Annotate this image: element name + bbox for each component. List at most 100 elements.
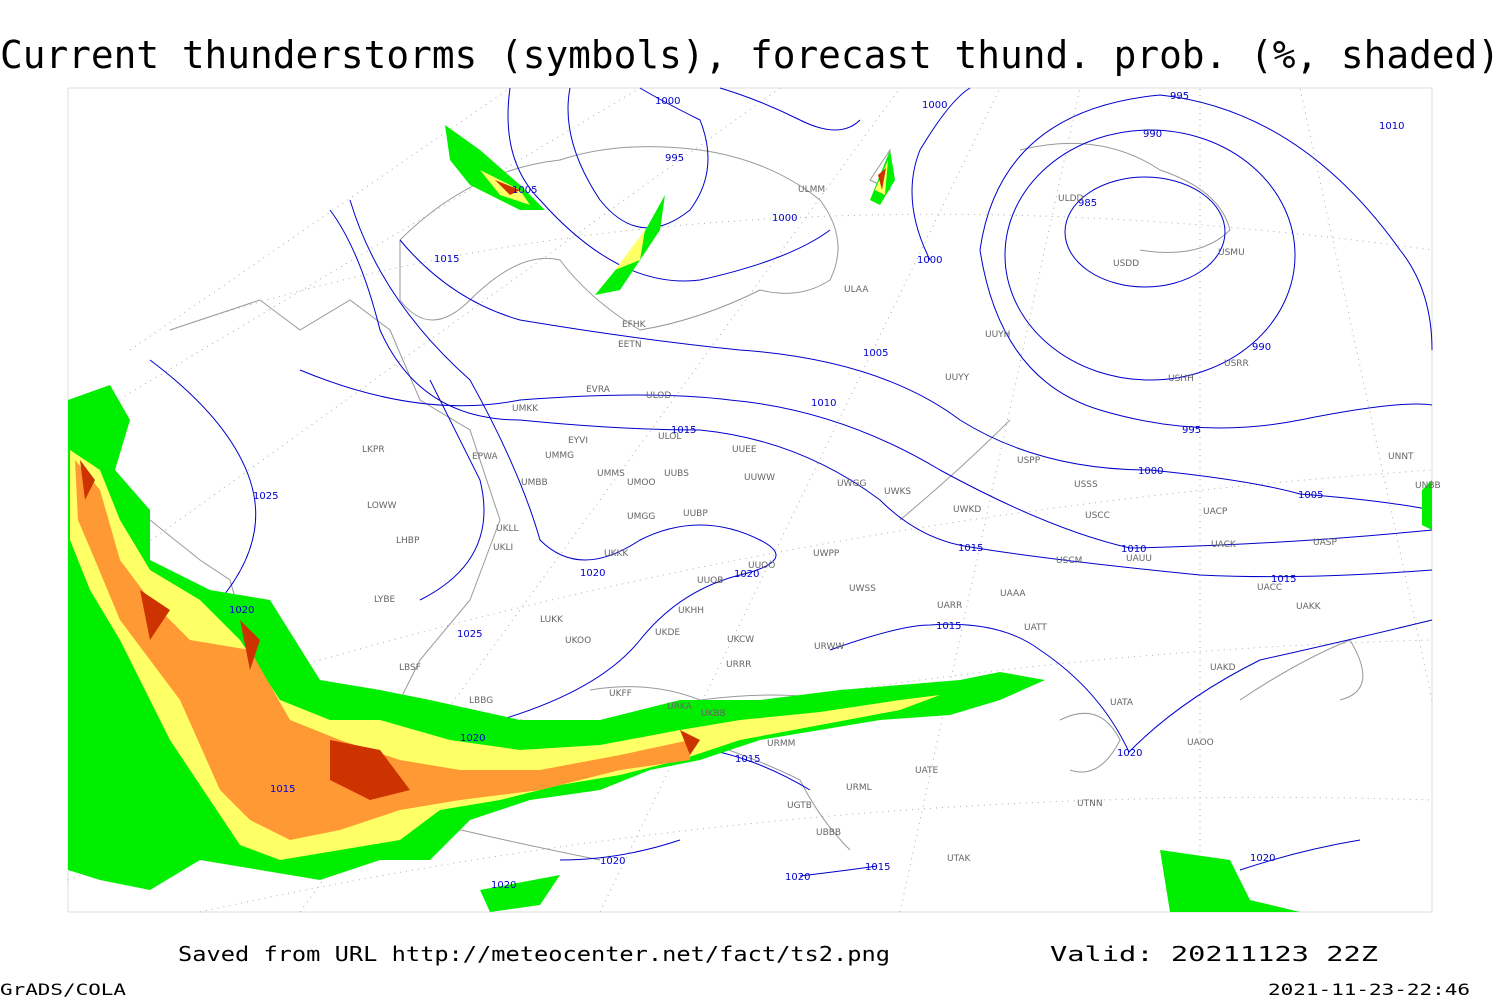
station-label: UACC [1257, 583, 1282, 593]
station-label: UKDE [655, 628, 680, 638]
isobar-label: 1005 [1298, 490, 1323, 501]
station-label: UAKK [1296, 602, 1322, 612]
station-label: UTNN [1077, 799, 1103, 809]
thunderstorm-probability [68, 125, 1432, 912]
station-label: UUYH [985, 330, 1010, 340]
station-label: UUBP [683, 509, 708, 519]
station-label: ULOL [658, 432, 681, 442]
isobar-label: 1020 [229, 605, 254, 616]
station-label: USRR [1224, 359, 1249, 369]
valid-time: Valid: 20211123 22Z [1050, 942, 1378, 966]
station-label: UKLL [496, 524, 519, 534]
isobar-label: 1025 [457, 629, 482, 640]
station-label: URRR [726, 660, 751, 670]
isobar-label: 1010 [811, 398, 836, 409]
station-label: USCC [1085, 511, 1110, 521]
station-label: UUYY [945, 373, 970, 383]
station-label: USMU [1218, 248, 1245, 258]
isobars [149, 87, 1433, 877]
station-label: UWPP [813, 549, 840, 559]
station-label: UKKK [604, 549, 629, 559]
isobar-label: 1005 [512, 185, 537, 196]
station-label: UACK [1211, 540, 1237, 550]
station-label: UKCW [727, 635, 754, 645]
station-label: UKBB [701, 709, 726, 719]
station-label: UUEE [732, 445, 757, 455]
isobar-label: 1005 [863, 348, 888, 359]
station-label: EYVI [568, 436, 588, 446]
isobar-label: 1015 [936, 621, 961, 632]
station-label: UWKD [953, 505, 981, 515]
isobar-label: 1020 [1250, 853, 1275, 864]
isobar-label: 995 [1182, 425, 1201, 436]
station-label: UMKK [512, 404, 539, 414]
isobar-label: 1020 [734, 569, 759, 580]
isobar-label: 1015 [958, 543, 983, 554]
timestamp: 2021-11-23-22:46 [1268, 980, 1470, 999]
station-label: UMMG [545, 451, 574, 461]
station-label: EVRA [586, 385, 611, 395]
station-label: UATT [1024, 623, 1047, 633]
station-label: URMM [767, 739, 795, 749]
isobar-label: 1000 [772, 213, 797, 224]
isobar-label: 1010 [1379, 121, 1404, 132]
isobar-label: 1000 [655, 96, 680, 107]
station-label: UGTB [787, 801, 812, 811]
isobar-label: 995 [665, 153, 684, 164]
station-label: ULOD [646, 391, 671, 401]
station-label: ULDD [1058, 194, 1084, 204]
isobar-label: 1015 [865, 862, 890, 873]
isobar-label: 1015 [671, 425, 696, 436]
station-label: URML [846, 783, 872, 793]
isobar-label: 1015 [270, 784, 295, 795]
station-label: UNBB [1415, 481, 1441, 491]
isobar-label: 1020 [460, 733, 485, 744]
station-label: UMBB [521, 478, 548, 488]
isobar-label: 995 [1170, 91, 1189, 102]
station-label: UWSS [849, 584, 876, 594]
station-label: LYBE [374, 595, 395, 605]
isobar-label: 1020 [785, 872, 810, 883]
station-label: UUWW [744, 473, 775, 483]
station-label: USCM [1056, 556, 1082, 566]
isobar-label: 1000 [917, 255, 942, 266]
station-label: UKFF [609, 689, 632, 699]
isobar-label: 1015 [1271, 574, 1296, 585]
station-label: UASP [1313, 538, 1337, 548]
station-label: LBBG [469, 696, 493, 706]
station-label: UMMS [597, 469, 625, 479]
title: Current thunderstorms (symbols), forecas… [0, 33, 1500, 77]
station-label: UATE [915, 766, 939, 776]
station-label: UUOO [748, 561, 775, 571]
isobar-label: 990 [1143, 129, 1162, 140]
station-label: UKHH [678, 606, 704, 616]
station-labels: ULMM EFHK EETN EVRA ULOD ULOL EPWA UMMS UUEE UUWW… [362, 185, 1441, 864]
isobar-label: 1020 [491, 880, 516, 891]
isobar-label: 1015 [434, 254, 459, 265]
station-label: LHBP [396, 536, 420, 546]
station-label: EETN [618, 340, 642, 350]
station-label: URWW [814, 642, 844, 652]
graticule [67, 87, 1433, 913]
isobar-label: 1015 [735, 754, 760, 765]
isobar-label: 1000 [1138, 466, 1163, 477]
station-label: ULMM [798, 185, 825, 195]
station-label: UARR [937, 601, 962, 611]
station-label: UAAA [1000, 589, 1026, 599]
station-label: URKA [667, 702, 693, 712]
isobar-label: 1020 [600, 856, 625, 867]
station-label: UUBS [664, 469, 689, 479]
isobar-label: 1020 [1117, 748, 1142, 759]
station-label: USDD [1113, 259, 1139, 269]
station-label: UACP [1203, 507, 1228, 517]
station-label: UNNT [1388, 452, 1414, 462]
credit: GrADS/COLA [0, 980, 126, 999]
station-label: UAKD [1210, 663, 1236, 673]
station-label: UATA [1110, 698, 1134, 708]
isobar-label: 985 [1078, 198, 1097, 209]
station-label: UKOO [565, 636, 591, 646]
station-label: LBSF [399, 663, 421, 673]
station-label: USHH [1168, 374, 1194, 384]
station-label: LOWW [367, 501, 397, 511]
